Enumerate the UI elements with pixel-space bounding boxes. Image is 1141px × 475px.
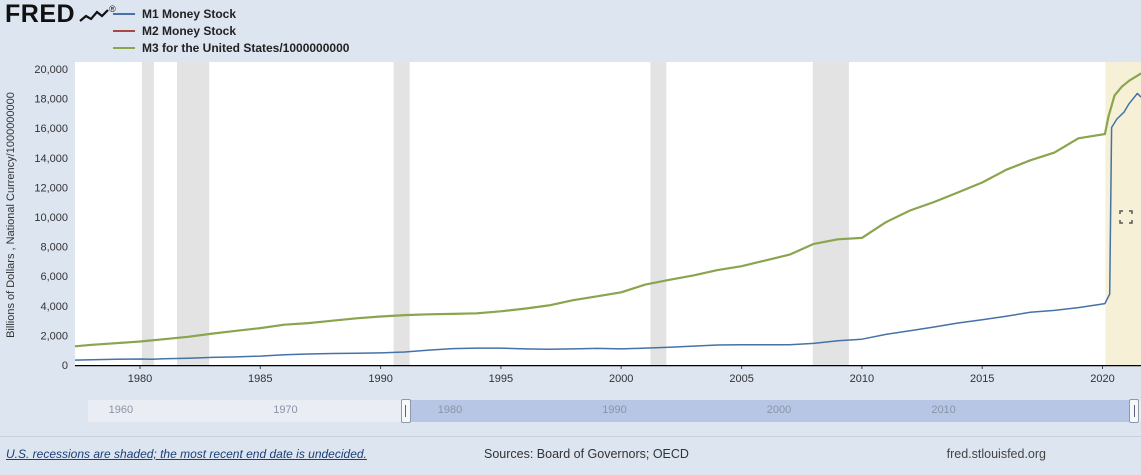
recession-band xyxy=(650,62,667,365)
chart-area: Billions of Dollars , National Currency/… xyxy=(0,62,1141,398)
x-tick-label: 2005 xyxy=(729,373,753,385)
header: FRED ® M1 Money Stock M2 Money Stock M3 … xyxy=(0,0,1141,62)
slider-decade-label: 1980 xyxy=(437,404,463,416)
recession-band xyxy=(177,62,210,365)
legend-line-m1 xyxy=(113,12,135,15)
x-tick-label: 1995 xyxy=(489,373,513,385)
legend-label-m3: M3 for the United States/1000000000 xyxy=(142,40,350,55)
x-tick-label: 2000 xyxy=(609,373,633,385)
date-range-slider[interactable]: 1960 1970 1980 1990 2000 2010 xyxy=(88,399,1141,423)
y-tick-label: 4,000 xyxy=(40,301,68,313)
chart-legend: M1 Money Stock M2 Money Stock M3 for the… xyxy=(113,5,349,56)
legend-label-m1: M1 Money Stock xyxy=(142,6,237,21)
legend-item-m3: M3 for the United States/1000000000 xyxy=(113,39,349,56)
fred-logo[interactable]: FRED ® xyxy=(5,0,116,29)
slider-decade-label: 1990 xyxy=(602,404,627,416)
x-tick-label: 2020 xyxy=(1090,373,1114,385)
legend-line-m2 xyxy=(113,29,135,32)
x-tick-label: 2015 xyxy=(970,373,994,385)
x-tick-label: 2010 xyxy=(850,373,874,385)
y-tick-label: 14,000 xyxy=(34,153,68,165)
x-tick-label: 1985 xyxy=(248,373,272,385)
slider-decade-label: 2010 xyxy=(931,404,956,416)
site-link[interactable]: fred.stlouisfed.org xyxy=(946,447,1046,461)
slider-grip-icon xyxy=(405,405,407,417)
series-line-m3 xyxy=(74,72,1141,348)
recession-band xyxy=(812,62,849,365)
plot-background xyxy=(75,62,1141,365)
legend-item-m2: M2 Money Stock xyxy=(113,22,349,39)
y-tick-label: 18,000 xyxy=(34,94,68,106)
slider-decade-label: 1970 xyxy=(273,404,298,416)
x-tick-label: 1990 xyxy=(368,373,392,385)
y-tick-label: 10,000 xyxy=(34,212,68,224)
y-tick-label: 20,000 xyxy=(34,64,68,76)
legend-label-m2: M2 Money Stock xyxy=(142,23,237,38)
fullscreen-icon xyxy=(1119,210,1133,224)
slider-decade-label: 2000 xyxy=(766,404,792,416)
x-tick-label: 1980 xyxy=(128,373,152,385)
y-tick-label: 12,000 xyxy=(34,182,68,194)
legend-line-m3 xyxy=(113,46,135,49)
y-tick-label: 2,000 xyxy=(40,330,68,342)
slider-grip-icon xyxy=(1133,405,1135,417)
y-tick-label: 16,000 xyxy=(34,123,68,135)
slider-left-handle[interactable] xyxy=(400,399,411,423)
recession-band xyxy=(141,62,154,365)
registered-mark: ® xyxy=(109,4,116,14)
sources-text[interactable]: Sources: Board of Governors; OECD xyxy=(484,447,689,461)
series-line-m1 xyxy=(74,92,1141,361)
fullscreen-button[interactable] xyxy=(1116,208,1136,228)
money-stock-chart-plot[interactable]: 0 2,000 4,000 6,000 8,000 10,000 12,000 14,000 1… xyxy=(0,62,1141,398)
slider-right-handle[interactable] xyxy=(1129,399,1140,423)
footer: U.S. recessions are shaded; the most rec… xyxy=(0,436,1141,475)
slider-decade-label: 1960 xyxy=(108,404,134,416)
recession-note-link[interactable]: U.S. recessions are shaded; the most rec… xyxy=(6,447,367,461)
y-tick-label: 0 xyxy=(62,360,68,372)
y-tick-label: 8,000 xyxy=(40,242,68,254)
fred-logo-chart-icon xyxy=(79,8,109,29)
fred-logo-text: FRED xyxy=(5,0,76,28)
y-tick-label: 6,000 xyxy=(40,271,68,283)
recession-band xyxy=(393,62,410,365)
legend-item-m1: M1 Money Stock xyxy=(113,5,349,22)
slider-selected-range[interactable] xyxy=(405,400,1135,422)
